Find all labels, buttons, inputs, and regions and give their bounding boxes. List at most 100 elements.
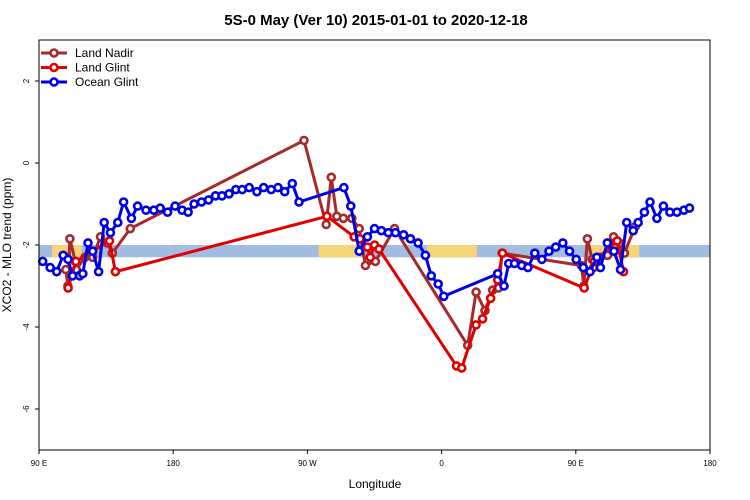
series-1-point-18 bbox=[579, 283, 590, 293]
series-0-point-0 bbox=[61, 264, 71, 275]
series-2-point-80 bbox=[652, 213, 662, 224]
series-2-point-77 bbox=[633, 217, 644, 228]
series-2-point-32 bbox=[244, 182, 254, 193]
series-2-point-43 bbox=[362, 232, 373, 242]
legend-marker-1 bbox=[49, 62, 59, 73]
series-2-point-64 bbox=[550, 242, 561, 252]
series-2-point-65 bbox=[557, 238, 568, 248]
series-0-point-13 bbox=[326, 172, 337, 183]
series-2-point-33 bbox=[252, 186, 262, 197]
series-2-point-68 bbox=[578, 262, 589, 273]
series-2-point-15 bbox=[126, 213, 137, 224]
series-2-point-79 bbox=[645, 197, 655, 207]
x-axis: 90 E 180 90 W 0 90 E 180 bbox=[31, 450, 717, 468]
series-2-point-0 bbox=[37, 256, 48, 267]
series-2-point-49 bbox=[405, 234, 416, 244]
x-axis-label: Longitude bbox=[349, 477, 402, 491]
series-1-point-1 bbox=[71, 256, 81, 267]
series-2-point-52 bbox=[426, 270, 437, 281]
series-2-point-14 bbox=[118, 197, 129, 207]
series-2-point-16 bbox=[132, 201, 143, 211]
series-2-point-23 bbox=[183, 207, 193, 217]
series-1 bbox=[63, 211, 629, 373]
series-2-point-60 bbox=[523, 262, 533, 273]
series-2-point-63 bbox=[544, 246, 554, 256]
series-2-point-38 bbox=[287, 178, 298, 189]
legend-marker-2 bbox=[49, 77, 59, 87]
series-2-point-19 bbox=[155, 203, 165, 213]
series-2-point-39 bbox=[294, 197, 304, 207]
series-2-point-41 bbox=[345, 201, 356, 211]
series-0-point-29 bbox=[582, 234, 593, 244]
series-2-point-74 bbox=[615, 264, 626, 275]
y-tick-label-3: 0 bbox=[22, 160, 31, 165]
series-2-point-47 bbox=[390, 227, 401, 238]
series-0 bbox=[61, 135, 641, 351]
series-2-point-20 bbox=[162, 207, 173, 217]
series-2-point-8 bbox=[83, 238, 93, 248]
series-1-point-14 bbox=[477, 313, 488, 324]
series-2-point-21 bbox=[170, 201, 180, 211]
series-2-point-37 bbox=[279, 186, 290, 197]
series-2-point-62 bbox=[537, 254, 547, 265]
series-0-point-10 bbox=[125, 223, 136, 234]
series-1-point-13 bbox=[471, 320, 481, 330]
x-tick-label-2: 90 W bbox=[298, 459, 317, 468]
series-2-point-78 bbox=[639, 207, 650, 217]
y-tick-label-2: -2 bbox=[22, 241, 31, 249]
series-1-point-15 bbox=[485, 293, 496, 304]
series-2-point-61 bbox=[529, 248, 540, 258]
x-tick-label-4: 90 E bbox=[568, 459, 584, 468]
series-2-point-2 bbox=[51, 266, 62, 277]
legend-label-0: Land Nadir bbox=[75, 46, 134, 60]
series-0-point-2 bbox=[65, 234, 75, 244]
series-1-point-4 bbox=[322, 211, 332, 222]
series-2-point-48 bbox=[398, 230, 409, 240]
series-2-point-36 bbox=[273, 182, 283, 193]
series-2-point-53 bbox=[433, 279, 444, 289]
series-2-point-54 bbox=[438, 291, 449, 302]
series-0-point-12 bbox=[321, 219, 332, 230]
series-2-point-34 bbox=[258, 182, 269, 193]
y-axis: -6 -4 -2 0 2 bbox=[22, 78, 39, 413]
series-2-point-12 bbox=[105, 227, 116, 238]
series-0-point-22 bbox=[471, 287, 481, 297]
x-tick-label-0: 90 E bbox=[31, 459, 47, 468]
series-2-point-75 bbox=[621, 217, 632, 228]
x-tick-label-1: 180 bbox=[167, 459, 181, 468]
series-1-point-0 bbox=[63, 283, 73, 293]
series-2-point-40 bbox=[339, 182, 349, 193]
series-2-point-69 bbox=[585, 266, 595, 277]
series-2-point-73 bbox=[609, 246, 619, 256]
chart-title: 5S-0 May (Ver 10) 2015-01-01 to 2020-12-… bbox=[224, 12, 528, 29]
series-2-point-26 bbox=[203, 195, 214, 205]
series-layer bbox=[37, 135, 695, 373]
series-2-point-7 bbox=[78, 268, 88, 279]
series-1-point-2 bbox=[104, 236, 115, 246]
x-tick-label-5: 180 bbox=[703, 459, 717, 468]
series-0-point-11 bbox=[299, 135, 309, 146]
series-1-point-3 bbox=[110, 266, 121, 277]
series-0-point-18 bbox=[360, 260, 371, 271]
series-1-point-10 bbox=[374, 244, 384, 254]
legend-label-1: Land Glint bbox=[75, 61, 130, 75]
series-2-point-4 bbox=[63, 254, 73, 265]
band-land-1 bbox=[318, 245, 360, 258]
series-2-point-85 bbox=[684, 203, 695, 213]
series-2-point-66 bbox=[564, 246, 575, 256]
series-2-point-71 bbox=[595, 262, 606, 273]
series-line-1 bbox=[66, 214, 625, 370]
series-1-point-8 bbox=[365, 252, 376, 263]
series-1-point-17 bbox=[497, 248, 508, 258]
legend-label-2: Ocean Glint bbox=[75, 75, 139, 89]
series-2-point-9 bbox=[87, 246, 98, 256]
y-tick-label-1: -4 bbox=[22, 323, 31, 331]
series-2-point-24 bbox=[189, 199, 199, 209]
series-2-point-10 bbox=[93, 266, 104, 277]
band-land-2 bbox=[426, 245, 478, 258]
series-2-point-1 bbox=[45, 262, 56, 273]
series-2-point-11 bbox=[99, 217, 109, 228]
legend-marker-0 bbox=[49, 48, 59, 58]
